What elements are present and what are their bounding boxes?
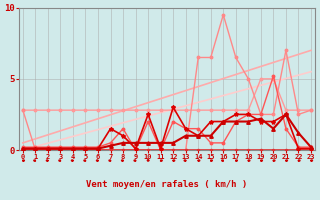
X-axis label: Vent moyen/en rafales ( km/h ): Vent moyen/en rafales ( km/h ) — [86, 180, 248, 189]
